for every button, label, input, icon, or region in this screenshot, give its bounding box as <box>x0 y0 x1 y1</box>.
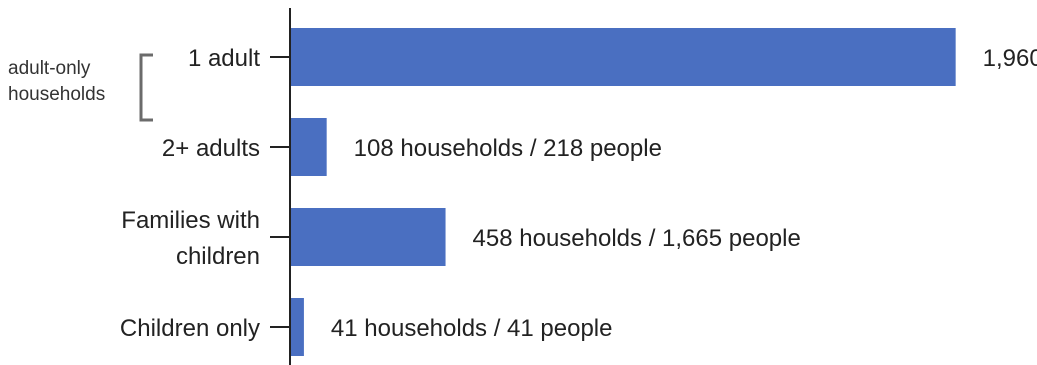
data-label-1-adult: 1,960 households / 1,960 people <box>983 45 1037 72</box>
category-label-families-with-children: Families with children <box>121 207 260 270</box>
adult-only-bracket <box>139 53 153 122</box>
category-label-1-adult: 1 adult <box>188 45 260 72</box>
category-label-line: Children only <box>120 315 260 342</box>
bars <box>290 28 956 356</box>
data-label-families-with-children: 458 households / 1,665 people <box>473 225 801 252</box>
bar-2-adults <box>290 118 327 176</box>
bar-1-adult <box>290 28 956 86</box>
category-axis: 1 adult 2+ adults Families with children Chi… <box>120 8 291 365</box>
category-label-line: children <box>176 243 260 270</box>
group-label-line: adult-only <box>8 58 91 79</box>
data-label-2-adults: 108 households / 218 people <box>354 135 662 162</box>
adult-only-bracket-group: adult-only households <box>8 53 153 122</box>
category-label-children-only: Children only <box>120 315 260 342</box>
category-label-2-adults: 2+ adults <box>162 135 260 162</box>
bar-children-only <box>290 298 304 356</box>
category-label-line: 2+ adults <box>162 135 260 162</box>
category-label-line: Families with <box>121 207 260 234</box>
category-label-line: 1 adult <box>188 45 260 72</box>
group-label-line: households <box>8 84 105 105</box>
adult-only-households-label: adult-only households <box>8 58 105 105</box>
data-labels: 1,960 households / 1,960 people 108 house… <box>331 45 1037 342</box>
data-label-children-only: 41 households / 41 people <box>331 315 613 342</box>
bar-families-with-children <box>290 208 446 266</box>
